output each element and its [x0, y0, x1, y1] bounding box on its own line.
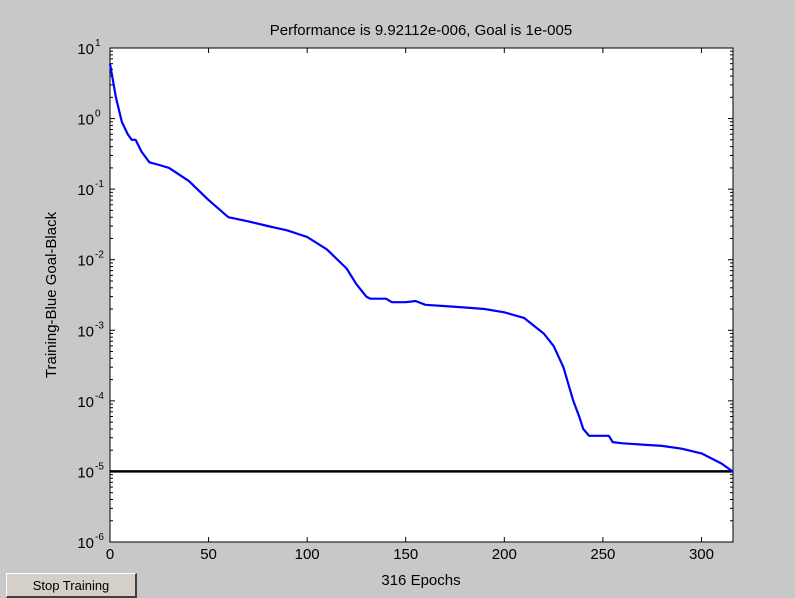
x-tick-label: 0 — [106, 546, 114, 563]
y-tick-exponent: -2 — [95, 250, 104, 261]
y-tick-exponent: -4 — [95, 391, 104, 402]
y-tick-label: 10 — [77, 182, 94, 199]
x-tick-label: 250 — [590, 546, 615, 563]
y-tick-label: 10 — [77, 253, 94, 270]
y-tick-label: 10 — [77, 41, 94, 58]
y-tick-label: 10 — [77, 464, 94, 481]
y-axis-label: Training-Blue Goal-Black — [43, 211, 60, 378]
y-tick-label: 10 — [77, 394, 94, 411]
x-axis-ticks: 0 50 100 150 200 250 300 — [106, 48, 714, 563]
x-axis-label: 316 Epochs — [381, 572, 460, 589]
chart-title: Performance is 9.92112e-006, Goal is 1e-… — [270, 22, 572, 39]
y-tick-exponent: -6 — [95, 532, 104, 543]
y-tick-exponent: -1 — [95, 179, 104, 190]
x-tick-label: 50 — [200, 546, 217, 563]
y-tick-label: 10 — [77, 112, 94, 129]
x-tick-label: 100 — [295, 546, 320, 563]
x-tick-label: 300 — [689, 546, 714, 563]
training-series-line — [108, 63, 734, 473]
y-tick-exponent: -5 — [95, 461, 104, 472]
x-tick-label: 150 — [393, 546, 418, 563]
y-tick-label: 10 — [77, 323, 94, 340]
y-tick-exponent: 1 — [95, 38, 101, 49]
plot-area — [109, 47, 734, 543]
y-tick-label: 10 — [77, 535, 94, 552]
stop-training-button[interactable]: Stop Training — [6, 573, 137, 598]
y-tick-exponent: -3 — [95, 320, 104, 331]
x-tick-label: 200 — [492, 546, 517, 563]
y-tick-exponent: 0 — [95, 109, 101, 120]
